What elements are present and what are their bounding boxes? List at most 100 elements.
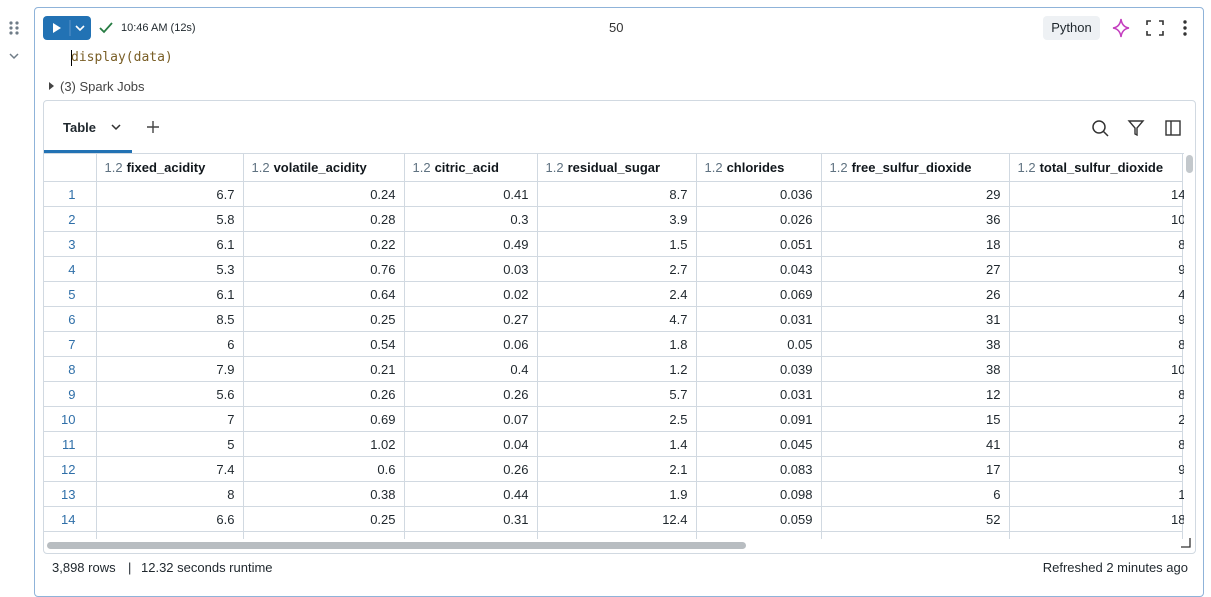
table-cell: 8 (1013, 431, 1184, 457)
row-number: 7 (44, 331, 97, 357)
table-cell: 0.051 (696, 231, 822, 257)
tab-menu[interactable] (111, 122, 121, 132)
cell-actions[interactable] (1110, 17, 1200, 39)
table-cell (537, 531, 697, 539)
table-cell: 4 (1013, 281, 1184, 307)
row-number: 13 (44, 481, 97, 507)
column-name: fixed_acidity (126, 160, 206, 175)
table-cell: 0.069 (696, 281, 822, 307)
column-type: 1.2 (104, 160, 123, 175)
tab-label[interactable]: Table (63, 120, 96, 135)
table-cell: 4.7 (537, 306, 697, 332)
table-cell: 31 (821, 306, 1010, 332)
column-type: 1.2 (1017, 160, 1036, 175)
result-panel: Table 1.2 fixed_acidity 1.2 volatile_acidit… (43, 100, 1196, 554)
row-number: 10 (44, 406, 97, 432)
table-cell: 41 (821, 431, 1010, 457)
expand-arrow[interactable] (47, 81, 57, 91)
table-cell (404, 531, 538, 539)
table-cell: 27 (821, 256, 1010, 282)
run-status: 10:46 AM (12s) (121, 22, 196, 34)
code-line[interactable]: display(data) (71, 50, 173, 65)
table-row: 95.60.260.265.70.031128 (44, 381, 1184, 407)
table-cell: 5.6 (96, 381, 244, 407)
spark-jobs[interactable]: (3) Spark Jobs (60, 79, 145, 94)
table-cell: 8.5 (96, 306, 244, 332)
table-cell: 0.098 (696, 481, 822, 507)
table-cell: 1.8 (537, 331, 697, 357)
column-name: residual_sugar (567, 160, 661, 175)
row-number: 8 (44, 356, 97, 382)
row-number: 14 (44, 506, 97, 532)
table-row: 127.40.60.262.10.083179 (44, 456, 1184, 482)
run-button[interactable] (43, 16, 91, 40)
table-cell: 9 (1013, 256, 1184, 282)
table-actions[interactable] (1090, 118, 1184, 138)
table-row: 16.70.240.418.70.0362914 (44, 181, 1184, 207)
column-type: 1.2 (412, 160, 431, 175)
table-cell: 0.07 (404, 406, 538, 432)
table-cell: 6.1 (96, 281, 244, 307)
row-number: 3 (44, 231, 97, 257)
table-cell: 8 (1013, 381, 1184, 407)
table-cell: 0.091 (696, 406, 822, 432)
table-cell: 38 (821, 356, 1010, 382)
h-scroll-thumb[interactable] (47, 542, 746, 549)
table-cell: 9 (1013, 306, 1184, 332)
table-cell: 0.059 (696, 506, 822, 532)
table-cell: 5 (96, 431, 244, 457)
row-number: 12 (44, 456, 97, 482)
table-cell: 5.8 (96, 206, 244, 232)
add-tab[interactable] (146, 120, 160, 134)
table-cell: 52 (821, 506, 1010, 532)
table-cell: 29 (821, 181, 1010, 207)
column-name: total_sulfur_dioxide (1039, 160, 1164, 175)
table-cell: 0.04 (404, 431, 538, 457)
table-cell: 0.41 (404, 181, 538, 207)
table-cell (1009, 531, 1183, 539)
v-scroll-thumb[interactable] (1186, 155, 1193, 173)
table-cell: 0.27 (404, 306, 538, 332)
table-cell: 0.24 (243, 181, 405, 207)
table-cell (44, 531, 97, 539)
table-cell: 10 (1013, 356, 1184, 382)
table-cell: 0.64 (243, 281, 405, 307)
column-header: 1.2 residual_sugar (537, 154, 697, 182)
table-cell: 0.3 (404, 206, 538, 232)
column-header: 1.2 chlorides (696, 154, 822, 182)
cell-number: 50 (609, 20, 624, 35)
row-number: 1 (44, 181, 97, 207)
table-cell: 0.031 (696, 306, 822, 332)
column-name: chlorides (726, 160, 785, 175)
table-row: 45.30.760.032.70.043279 (44, 256, 1184, 282)
table-row: 56.10.640.022.40.069264 (44, 281, 1184, 307)
table-cell: 12.4 (537, 506, 697, 532)
table-cell: 0.036 (696, 181, 822, 207)
table-cell: 7.4 (96, 456, 244, 482)
table-cell: 15 (821, 406, 1010, 432)
table-cell: 0.06 (404, 331, 538, 357)
table-cell: 0.043 (696, 256, 822, 282)
table-cell: 8 (1013, 331, 1184, 357)
table-cell: 0.031 (696, 381, 822, 407)
table-cell: 0.25 (243, 506, 405, 532)
v-scroll-track (1184, 153, 1195, 538)
cell-gutter[interactable] (6, 20, 24, 64)
table-cell: 0.76 (243, 256, 405, 282)
table-cell: 17 (821, 456, 1010, 482)
table-cell: 0.26 (243, 381, 405, 407)
footer-refreshed: Refreshed 2 minutes ago (1042, 560, 1188, 575)
success-icon (99, 22, 113, 34)
table-cell: 0.083 (696, 456, 822, 482)
table-cell: 6.6 (96, 506, 244, 532)
table-cell: 2.1 (537, 456, 697, 482)
table-cell (696, 531, 822, 539)
cursor (71, 50, 72, 66)
table-cell: 0.31 (404, 506, 538, 532)
table-cell: 10 (1013, 206, 1184, 232)
language-badge[interactable]: Python (1043, 16, 1100, 40)
table-cell: 12 (821, 381, 1010, 407)
resize-handle[interactable] (1180, 537, 1192, 549)
row-number: 4 (44, 256, 97, 282)
